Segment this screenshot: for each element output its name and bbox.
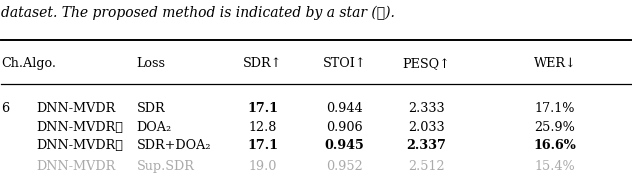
Text: 17.1%: 17.1% xyxy=(535,102,575,115)
Text: DNN-MVDR★: DNN-MVDR★ xyxy=(36,139,123,152)
Text: STOI↑: STOI↑ xyxy=(322,57,366,70)
Text: DNN-MVDR: DNN-MVDR xyxy=(36,160,115,173)
Text: Sup.SDR: Sup.SDR xyxy=(137,160,195,173)
Text: SDR+DOA₂: SDR+DOA₂ xyxy=(137,139,211,152)
Text: WER↓: WER↓ xyxy=(534,57,576,70)
Text: 12.8: 12.8 xyxy=(248,121,277,134)
Text: 6: 6 xyxy=(1,102,9,115)
Text: DOA₂: DOA₂ xyxy=(137,121,172,134)
Text: 0.906: 0.906 xyxy=(326,121,363,134)
Text: SDR↑: SDR↑ xyxy=(243,57,282,70)
Text: PESQ↑: PESQ↑ xyxy=(402,57,450,70)
Text: 2.033: 2.033 xyxy=(408,121,444,134)
Text: 15.4%: 15.4% xyxy=(535,160,576,173)
Text: 2.337: 2.337 xyxy=(406,139,446,152)
Text: Ch.Algo.: Ch.Algo. xyxy=(1,57,56,70)
Text: 16.6%: 16.6% xyxy=(534,139,576,152)
Text: 0.945: 0.945 xyxy=(324,139,364,152)
Text: DNN-MVDR: DNN-MVDR xyxy=(36,102,115,115)
Text: 17.1: 17.1 xyxy=(247,102,278,115)
Text: 17.1: 17.1 xyxy=(247,139,278,152)
Text: 25.9%: 25.9% xyxy=(535,121,576,134)
Text: dataset. The proposed method is indicated by a star (★).: dataset. The proposed method is indicate… xyxy=(1,6,395,20)
Text: 2.333: 2.333 xyxy=(408,102,444,115)
Text: DNN-MVDR★: DNN-MVDR★ xyxy=(36,121,123,134)
Text: 2.512: 2.512 xyxy=(408,160,444,173)
Text: SDR: SDR xyxy=(137,102,166,115)
Text: 0.944: 0.944 xyxy=(326,102,363,115)
Text: 0.952: 0.952 xyxy=(326,160,363,173)
Text: 19.0: 19.0 xyxy=(248,160,277,173)
Text: Loss: Loss xyxy=(137,57,166,70)
